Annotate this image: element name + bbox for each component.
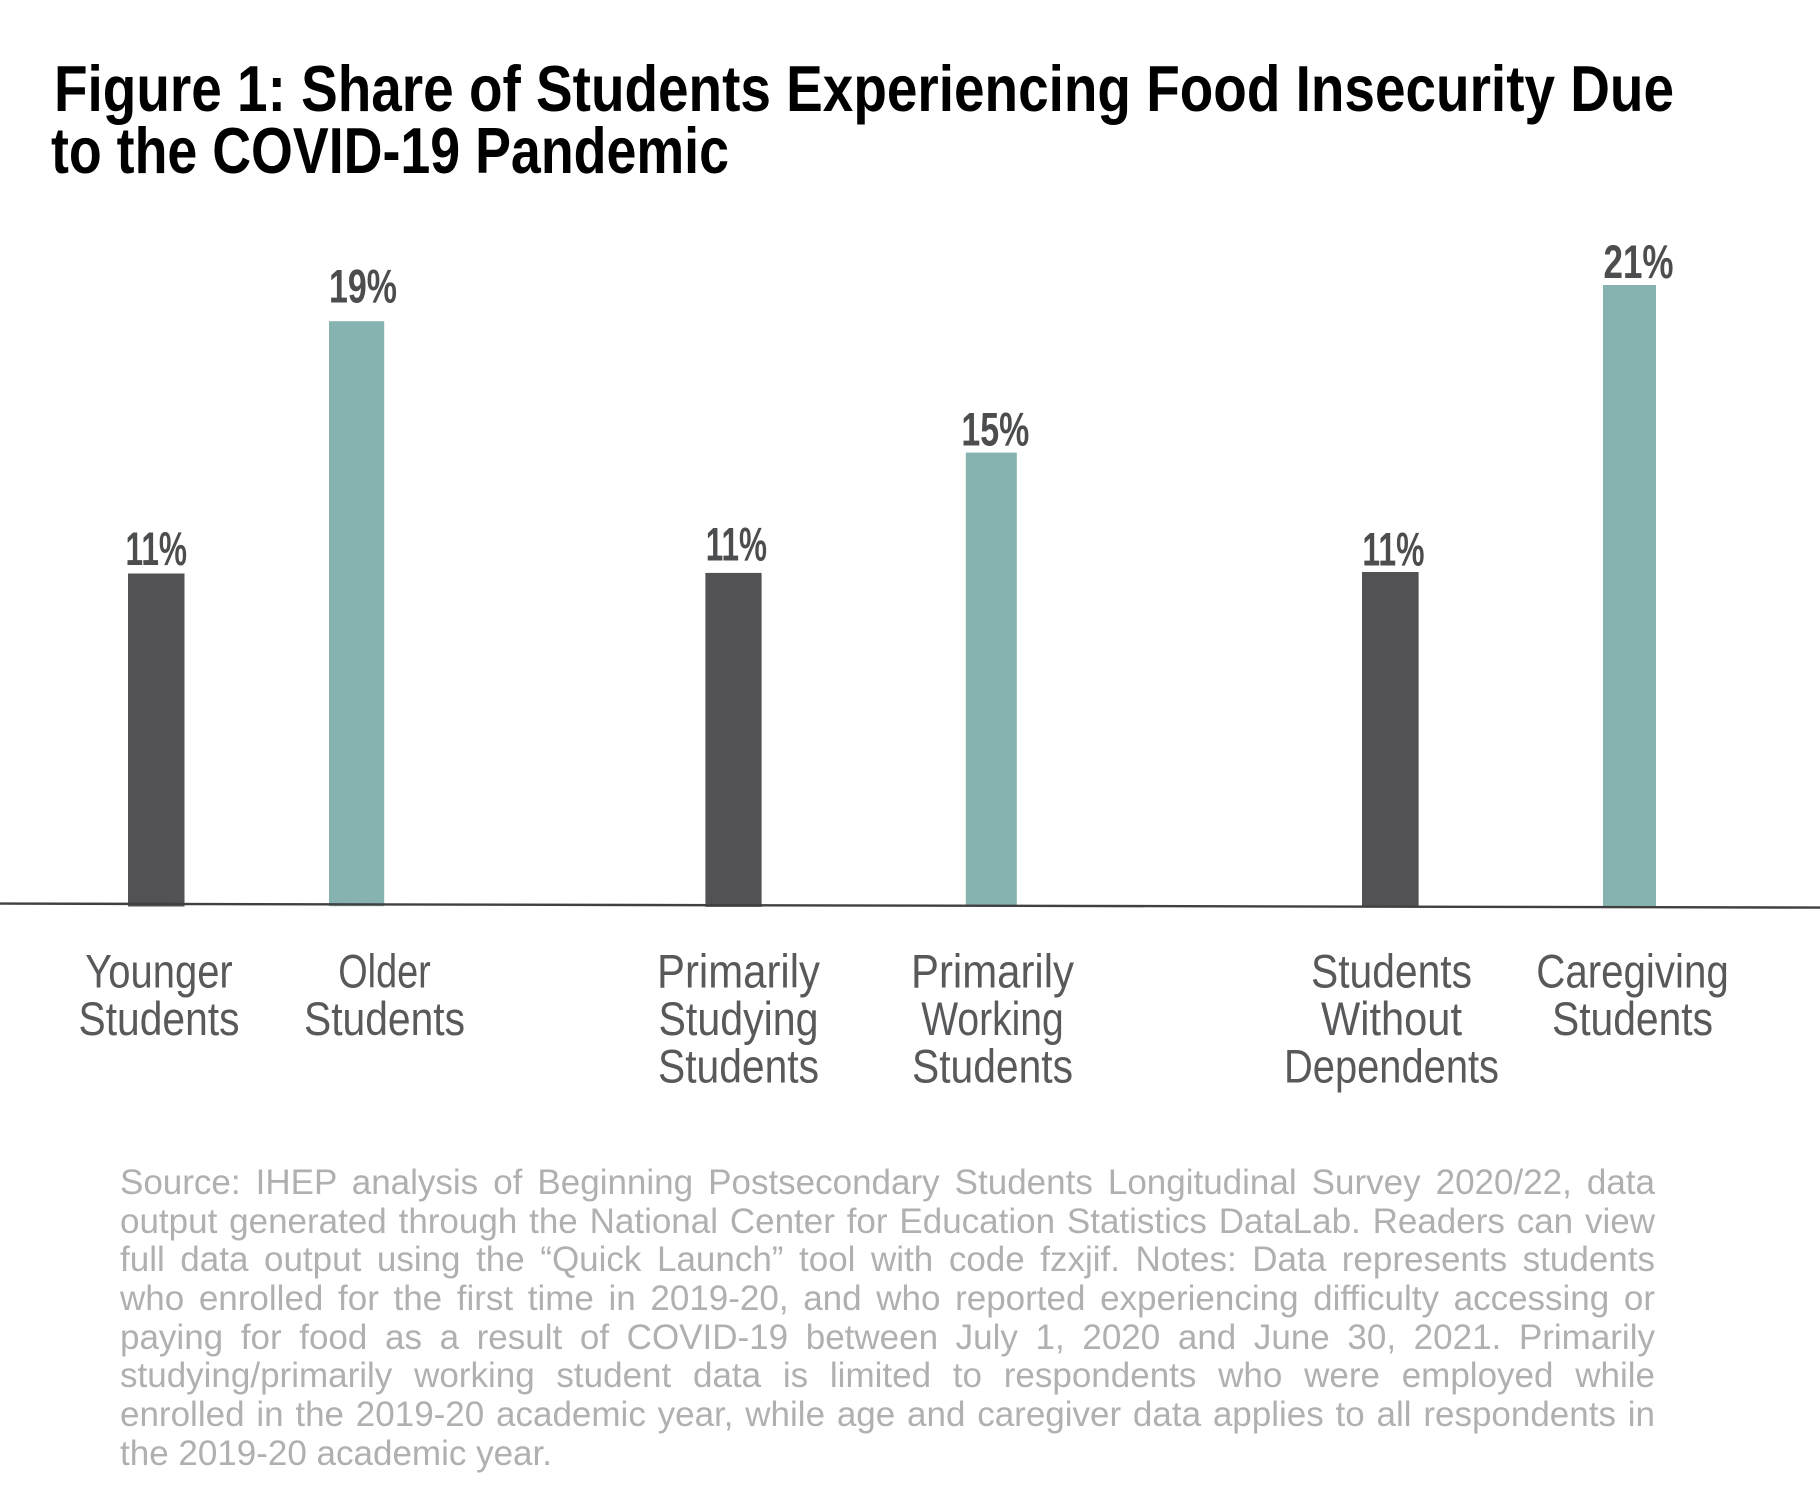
svg-text:Students: Students <box>304 992 465 1045</box>
svg-text:Students: Students <box>1552 992 1713 1045</box>
svg-text:Primarily: Primarily <box>911 945 1074 998</box>
svg-text:11%: 11% <box>1362 523 1424 576</box>
svg-text:21%: 21% <box>1604 235 1674 288</box>
svg-text:Students: Students <box>658 1040 819 1093</box>
svg-text:Studying: Studying <box>659 992 819 1045</box>
svg-text:11%: 11% <box>706 518 767 571</box>
svg-text:Younger: Younger <box>85 945 233 998</box>
svg-text:Students: Students <box>912 1040 1073 1093</box>
svg-text:Figure 1: Share of Students Ex: Figure 1: Share of Students Experiencing… <box>54 52 1674 125</box>
svg-text:Students: Students <box>79 992 240 1045</box>
svg-text:to the COVID-19 Pandemic: to the COVID-19 Pandemic <box>51 114 729 187</box>
svg-text:Students: Students <box>1311 945 1472 998</box>
svg-text:15%: 15% <box>961 402 1029 455</box>
svg-text:Working: Working <box>921 992 1064 1045</box>
svg-text:Without: Without <box>1321 992 1462 1045</box>
svg-text:19%: 19% <box>329 260 397 313</box>
svg-text:Primarily: Primarily <box>657 945 820 998</box>
svg-text:Dependents: Dependents <box>1284 1040 1499 1093</box>
svg-text:Caregiving: Caregiving <box>1536 945 1729 998</box>
svg-text:Older: Older <box>338 945 431 998</box>
svg-text:11%: 11% <box>126 522 188 575</box>
